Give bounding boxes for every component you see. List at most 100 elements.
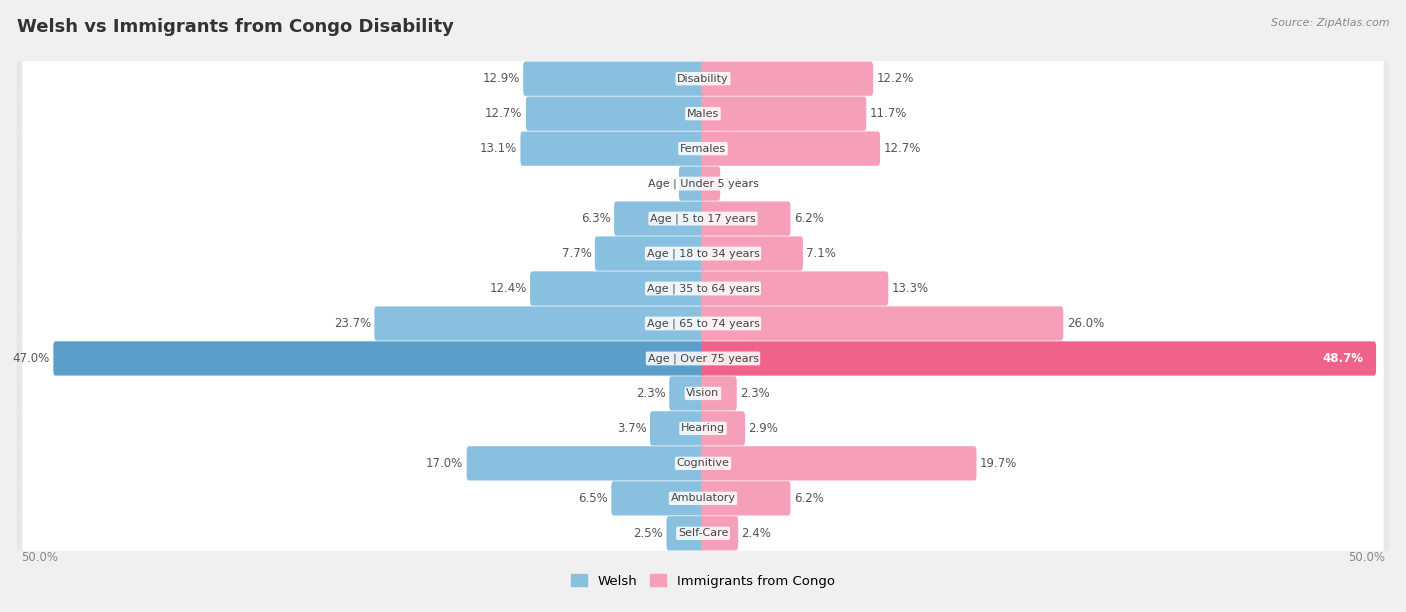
FancyBboxPatch shape <box>374 307 704 341</box>
FancyBboxPatch shape <box>702 236 803 271</box>
FancyBboxPatch shape <box>650 411 704 446</box>
FancyBboxPatch shape <box>22 231 1384 276</box>
Text: 12.4%: 12.4% <box>489 282 527 295</box>
FancyBboxPatch shape <box>17 471 1389 526</box>
Text: 6.2%: 6.2% <box>794 212 824 225</box>
FancyBboxPatch shape <box>679 166 704 201</box>
FancyBboxPatch shape <box>702 132 880 166</box>
Text: 12.7%: 12.7% <box>485 107 523 120</box>
Text: Welsh vs Immigrants from Congo Disability: Welsh vs Immigrants from Congo Disabilit… <box>17 18 454 36</box>
FancyBboxPatch shape <box>22 161 1384 206</box>
FancyBboxPatch shape <box>17 226 1389 281</box>
FancyBboxPatch shape <box>702 166 720 201</box>
FancyBboxPatch shape <box>523 62 704 96</box>
Legend: Welsh, Immigrants from Congo: Welsh, Immigrants from Congo <box>565 569 841 593</box>
Text: Ambulatory: Ambulatory <box>671 493 735 503</box>
FancyBboxPatch shape <box>702 307 1063 341</box>
FancyBboxPatch shape <box>17 401 1389 456</box>
FancyBboxPatch shape <box>702 411 745 446</box>
Text: Age | 5 to 17 years: Age | 5 to 17 years <box>650 214 756 224</box>
Text: 50.0%: 50.0% <box>21 551 58 564</box>
FancyBboxPatch shape <box>612 481 704 515</box>
Text: Age | Under 5 years: Age | Under 5 years <box>648 178 758 189</box>
FancyBboxPatch shape <box>22 126 1384 171</box>
FancyBboxPatch shape <box>22 56 1384 101</box>
Text: 13.3%: 13.3% <box>891 282 929 295</box>
FancyBboxPatch shape <box>702 481 790 515</box>
FancyBboxPatch shape <box>17 506 1389 561</box>
FancyBboxPatch shape <box>22 511 1384 556</box>
FancyBboxPatch shape <box>17 296 1389 351</box>
FancyBboxPatch shape <box>702 446 977 480</box>
FancyBboxPatch shape <box>17 436 1389 491</box>
Text: 12.7%: 12.7% <box>883 142 921 155</box>
Text: 19.7%: 19.7% <box>980 457 1018 470</box>
Text: 26.0%: 26.0% <box>1067 317 1104 330</box>
Text: 48.7%: 48.7% <box>1322 352 1362 365</box>
FancyBboxPatch shape <box>22 336 1384 381</box>
Text: 7.7%: 7.7% <box>561 247 592 260</box>
Text: Vision: Vision <box>686 389 720 398</box>
FancyBboxPatch shape <box>22 301 1384 346</box>
Text: Disability: Disability <box>678 73 728 84</box>
Text: Age | 35 to 64 years: Age | 35 to 64 years <box>647 283 759 294</box>
FancyBboxPatch shape <box>595 236 704 271</box>
Text: 23.7%: 23.7% <box>333 317 371 330</box>
Text: 2.3%: 2.3% <box>636 387 666 400</box>
Text: Age | 18 to 34 years: Age | 18 to 34 years <box>647 248 759 259</box>
Text: 12.2%: 12.2% <box>876 72 914 85</box>
Text: Cognitive: Cognitive <box>676 458 730 468</box>
FancyBboxPatch shape <box>702 201 790 236</box>
FancyBboxPatch shape <box>53 341 704 376</box>
FancyBboxPatch shape <box>17 86 1389 141</box>
FancyBboxPatch shape <box>702 97 866 131</box>
Text: Males: Males <box>688 109 718 119</box>
Text: 2.5%: 2.5% <box>633 527 664 540</box>
FancyBboxPatch shape <box>17 51 1389 106</box>
FancyBboxPatch shape <box>526 97 704 131</box>
Text: Self-Care: Self-Care <box>678 528 728 539</box>
Text: 6.3%: 6.3% <box>581 212 610 225</box>
Text: Hearing: Hearing <box>681 424 725 433</box>
FancyBboxPatch shape <box>702 341 1376 376</box>
Text: 7.1%: 7.1% <box>807 247 837 260</box>
FancyBboxPatch shape <box>17 331 1389 386</box>
FancyBboxPatch shape <box>666 516 704 550</box>
Text: Source: ZipAtlas.com: Source: ZipAtlas.com <box>1271 18 1389 28</box>
Text: 2.9%: 2.9% <box>748 422 779 435</box>
FancyBboxPatch shape <box>17 261 1389 316</box>
FancyBboxPatch shape <box>22 441 1384 486</box>
Text: Females: Females <box>681 144 725 154</box>
Text: 12.9%: 12.9% <box>482 72 520 85</box>
Text: 13.1%: 13.1% <box>479 142 517 155</box>
Text: 6.2%: 6.2% <box>794 492 824 505</box>
Text: 47.0%: 47.0% <box>13 352 49 365</box>
Text: 17.0%: 17.0% <box>426 457 463 470</box>
FancyBboxPatch shape <box>22 406 1384 451</box>
Text: 2.3%: 2.3% <box>740 387 770 400</box>
Text: 1.1%: 1.1% <box>724 177 754 190</box>
FancyBboxPatch shape <box>702 271 889 305</box>
FancyBboxPatch shape <box>22 266 1384 311</box>
FancyBboxPatch shape <box>702 376 737 411</box>
FancyBboxPatch shape <box>22 91 1384 136</box>
FancyBboxPatch shape <box>17 121 1389 176</box>
Text: 11.7%: 11.7% <box>870 107 907 120</box>
FancyBboxPatch shape <box>22 196 1384 241</box>
FancyBboxPatch shape <box>614 201 704 236</box>
FancyBboxPatch shape <box>22 371 1384 416</box>
FancyBboxPatch shape <box>17 366 1389 420</box>
Text: Age | Over 75 years: Age | Over 75 years <box>648 353 758 364</box>
FancyBboxPatch shape <box>669 376 704 411</box>
FancyBboxPatch shape <box>702 516 738 550</box>
FancyBboxPatch shape <box>22 476 1384 521</box>
Text: 50.0%: 50.0% <box>1348 551 1385 564</box>
Text: Age | 65 to 74 years: Age | 65 to 74 years <box>647 318 759 329</box>
FancyBboxPatch shape <box>520 132 704 166</box>
FancyBboxPatch shape <box>17 192 1389 246</box>
Text: 6.5%: 6.5% <box>578 492 607 505</box>
FancyBboxPatch shape <box>467 446 704 480</box>
FancyBboxPatch shape <box>530 271 704 305</box>
Text: 3.7%: 3.7% <box>617 422 647 435</box>
Text: 2.4%: 2.4% <box>741 527 772 540</box>
